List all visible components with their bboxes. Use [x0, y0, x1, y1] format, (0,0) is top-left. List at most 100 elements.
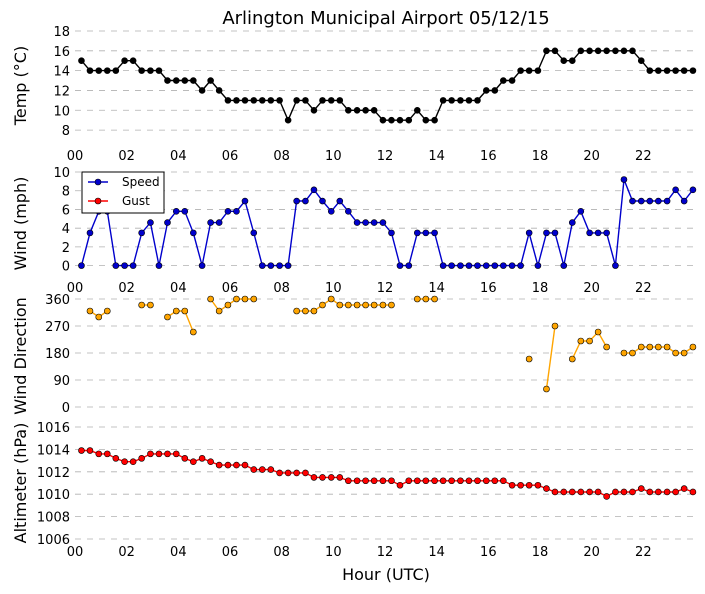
y-tick-label: 90	[53, 374, 70, 389]
x-tick-label: 18	[532, 545, 549, 560]
data-point	[413, 477, 421, 485]
data-point	[241, 461, 249, 469]
data-point	[551, 322, 559, 330]
data-point	[379, 219, 387, 226]
data-point	[327, 97, 335, 104]
data-point	[112, 455, 120, 462]
data-point	[78, 262, 85, 269]
data-point	[284, 262, 292, 269]
data-point	[345, 106, 352, 114]
data-point	[448, 97, 455, 104]
legend-label: Gust	[122, 194, 150, 208]
data-point	[482, 262, 490, 269]
data-point	[594, 47, 602, 55]
data-point	[241, 295, 249, 303]
data-point	[689, 488, 697, 496]
data-point	[465, 477, 473, 485]
y-tick-label: 16	[53, 45, 70, 60]
data-point	[474, 262, 481, 269]
data-point	[663, 343, 671, 351]
data-point	[620, 47, 628, 55]
x-tick-label: 02	[118, 281, 135, 296]
x-tick-label: 16	[480, 149, 497, 164]
data-point	[258, 262, 266, 269]
x-tick-label: 18	[532, 149, 549, 164]
data-point	[241, 97, 249, 104]
x-tick-label: 04	[170, 149, 187, 164]
data-point	[319, 474, 326, 481]
data-point	[121, 57, 128, 65]
data-point	[586, 229, 593, 237]
data-point	[465, 262, 473, 269]
data-point	[482, 87, 490, 94]
series-line	[80, 179, 694, 269]
data-point	[370, 106, 378, 114]
data-point	[439, 97, 447, 104]
data-point	[629, 47, 636, 55]
y-tick-label: 14	[53, 65, 70, 80]
x-tick-label: 20	[583, 545, 600, 560]
data-point	[310, 186, 318, 194]
data-point	[689, 343, 697, 351]
data-point	[207, 458, 214, 466]
y-axis-label: Temp (°C)	[11, 46, 30, 126]
data-point	[680, 197, 688, 205]
x-tick-label: 08	[273, 281, 290, 296]
data-point	[568, 57, 576, 65]
data-point	[646, 67, 654, 74]
data-point	[500, 262, 507, 269]
data-point	[172, 307, 180, 315]
data-point	[181, 77, 189, 84]
x-tick-label: 00	[67, 149, 84, 164]
data-point	[560, 57, 568, 65]
data-point	[663, 488, 671, 496]
data-point	[362, 477, 369, 485]
data-point	[103, 307, 111, 315]
data-point	[637, 485, 645, 492]
data-point	[147, 219, 154, 226]
data-point	[551, 47, 559, 55]
data-point	[198, 455, 206, 462]
data-point	[508, 77, 516, 84]
data-point	[517, 262, 524, 269]
legend-marker	[94, 197, 102, 205]
x-tick-label: 00	[67, 545, 84, 560]
data-point	[121, 262, 128, 269]
x-tick-label: 06	[222, 149, 239, 164]
x-tick-label: 02	[118, 545, 135, 560]
y-tick-label: 18	[53, 25, 70, 40]
data-point	[78, 57, 85, 65]
data-point	[164, 313, 171, 321]
x-tick-label: 02	[118, 149, 135, 164]
data-point	[293, 307, 300, 315]
data-point	[577, 47, 585, 55]
data-point	[327, 208, 335, 215]
data-point	[302, 469, 309, 477]
data-point	[207, 295, 214, 303]
data-point	[655, 67, 662, 74]
data-point	[319, 197, 326, 205]
data-point	[224, 97, 232, 104]
data-point	[637, 57, 645, 65]
data-point	[207, 77, 214, 84]
data-point	[586, 47, 593, 55]
data-point	[680, 485, 688, 492]
data-point	[327, 474, 335, 481]
data-point	[327, 295, 335, 303]
data-point	[103, 67, 111, 74]
data-point	[500, 477, 507, 485]
data-point	[482, 477, 490, 485]
data-point	[86, 307, 94, 315]
data-point	[396, 262, 404, 269]
data-point	[164, 77, 171, 84]
data-point	[431, 295, 438, 303]
data-point	[431, 477, 438, 485]
data-point	[215, 461, 223, 469]
y-tick-label: 6	[62, 203, 70, 218]
data-point	[457, 477, 464, 485]
x-tick-label: 06	[222, 281, 239, 296]
y-tick-label: 10	[53, 104, 70, 119]
y-tick-label: 1016	[37, 421, 70, 436]
data-point	[370, 477, 378, 485]
